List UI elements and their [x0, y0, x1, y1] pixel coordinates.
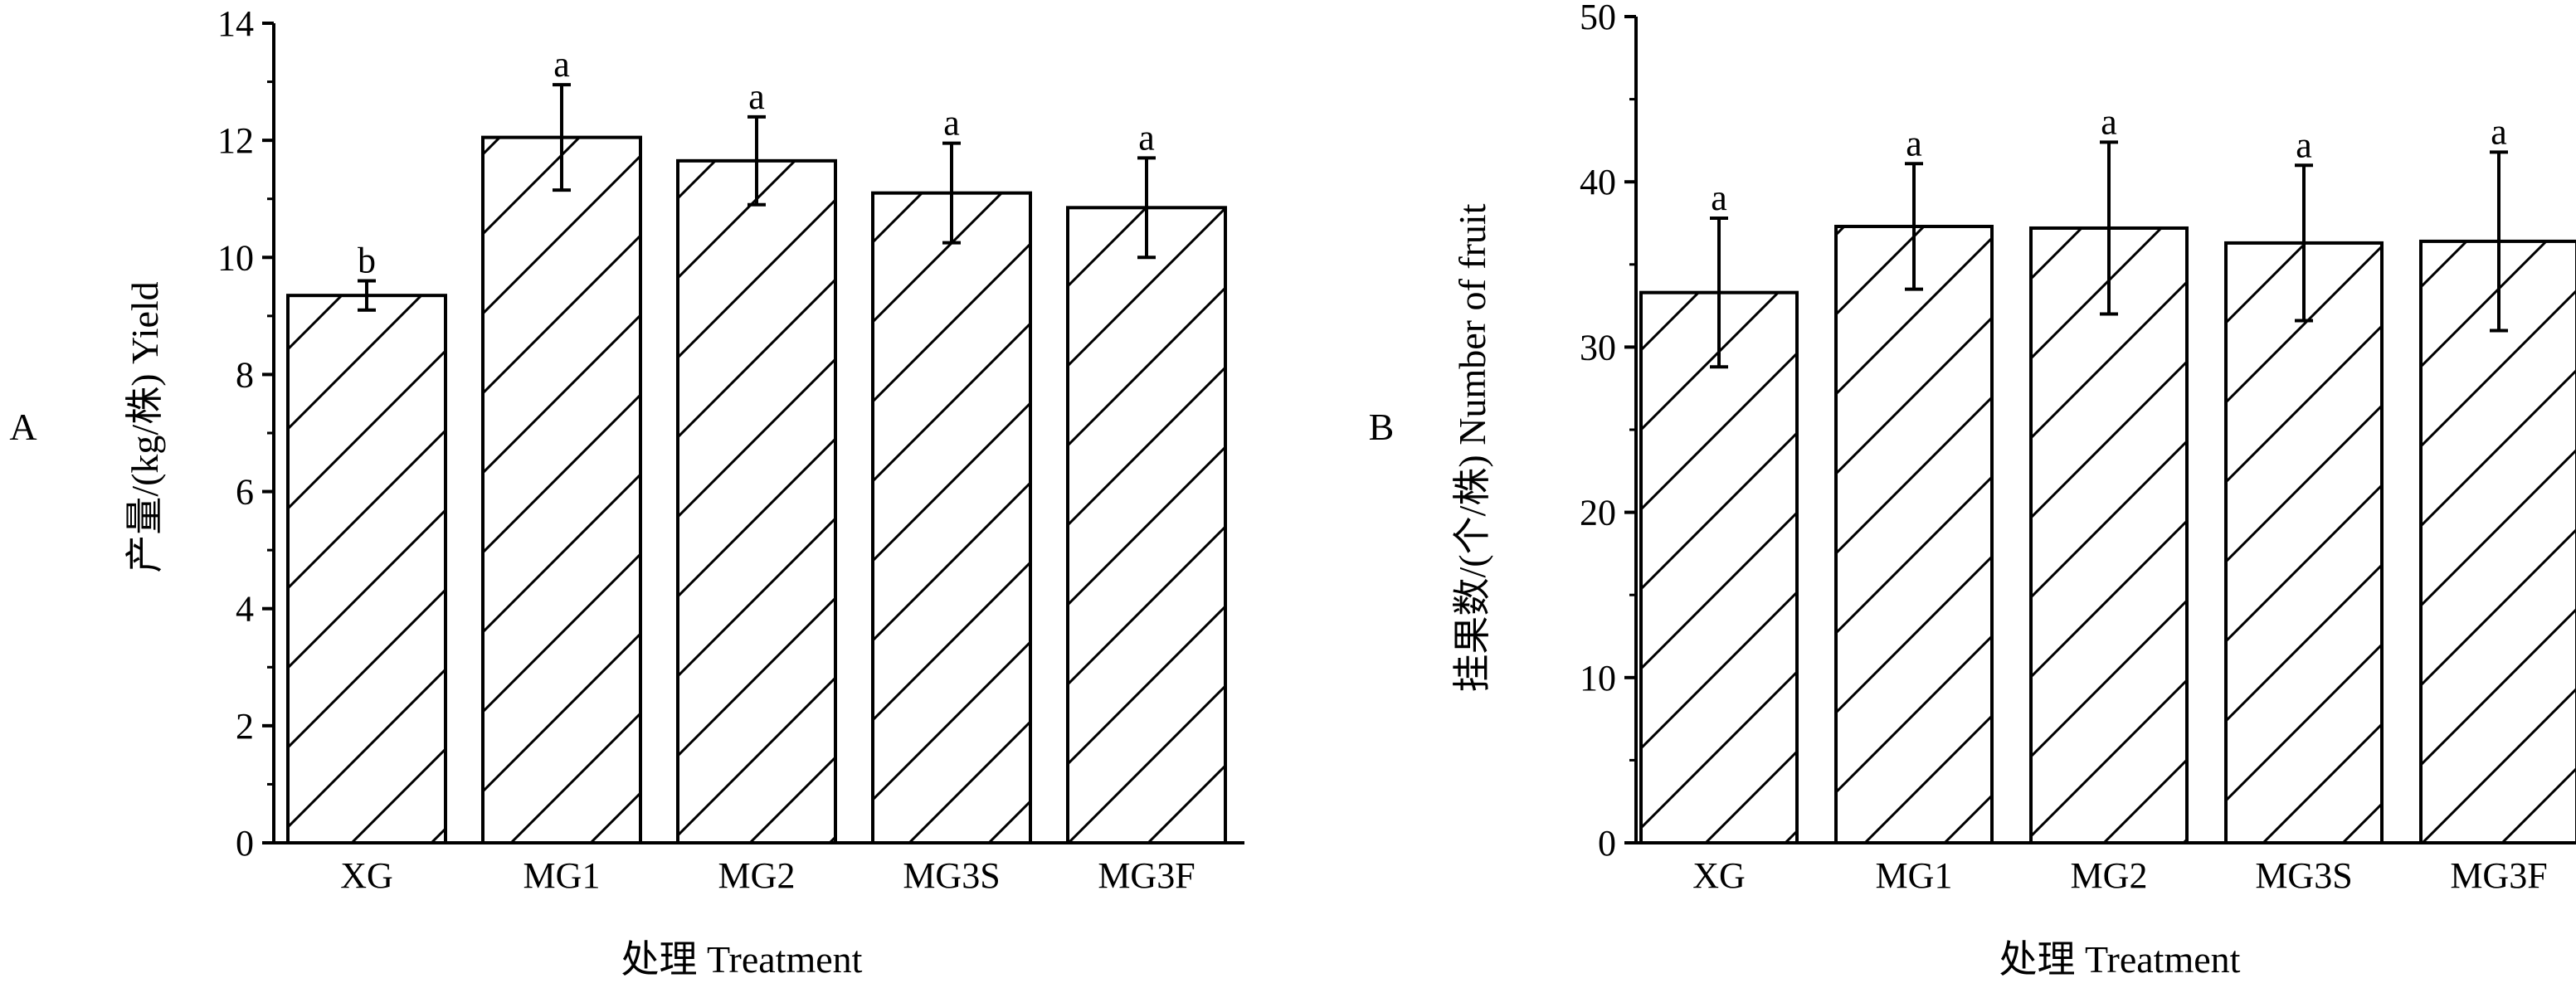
error-bars-a: [358, 83, 1156, 312]
y-tick-label: 6: [236, 472, 254, 513]
y-tick-label: 4: [236, 589, 254, 630]
bars-b: [1639, 224, 2576, 844]
bar-mg1: [1834, 224, 1994, 844]
y-axis-title-yield: 产量/(kg/株) Yield: [124, 281, 166, 572]
y-axis-ticks-b: 0 10 20 30 40 50: [1580, 0, 1636, 864]
chart-yield: A 产量/(kg/株) Yield 处理 Treatment 0 2 4 6 8 10 12…: [9, 3, 1244, 981]
x-axis-title-b: 处理 Treatment: [1999, 938, 2241, 981]
x-tick-label-mg1: MG1: [1876, 855, 1953, 896]
y-axis-title-fruit: 挂果数/(个/株) Number of fruit: [1451, 203, 1493, 692]
y-tick-label: 20: [1580, 493, 1616, 533]
y-tick-label: 12: [217, 120, 254, 161]
panel-label-b: B: [1369, 406, 1395, 448]
x-tick-label-mg1: MG1: [523, 855, 601, 896]
y-axis-ticks-a: 0 2 4 6 8 10 12 14: [217, 3, 274, 864]
bar-mg1: [481, 135, 642, 845]
significance-label-mg1: a: [553, 44, 570, 85]
panel-label-a: A: [9, 406, 37, 448]
x-tick-label-mg3f: MG3F: [1098, 855, 1195, 896]
x-axis-title-a: 处理 Treatment: [621, 938, 863, 981]
bar-mg3s: [871, 191, 1032, 844]
significance-label-mg3f: a: [1138, 117, 1155, 158]
significance-label-xg: a: [1711, 178, 1727, 218]
x-tick-label-mg3s: MG3S: [903, 855, 1000, 896]
y-tick-label: 50: [1580, 0, 1616, 37]
significance-label-mg2: a: [748, 76, 765, 117]
bar-xg: [286, 294, 447, 844]
chart-fruit-number: B 挂果数/(个/株) Number of fruit 处理 Treatment…: [1369, 0, 2576, 981]
significance-label-mg3s: a: [2296, 124, 2312, 165]
bar-mg2: [676, 158, 837, 845]
bar-mg2: [2029, 226, 2189, 844]
x-tick-label-xg: XG: [340, 855, 393, 896]
x-tick-label-mg2: MG2: [718, 855, 796, 896]
y-tick-label: 14: [217, 3, 254, 44]
significance-label-mg3f: a: [2491, 111, 2507, 152]
bar-mg3f: [1066, 206, 1227, 845]
bar-mg3s: [2224, 241, 2384, 844]
x-tick-label-mg2: MG2: [2071, 855, 2148, 896]
error-bars-b: [1710, 140, 2508, 369]
y-tick-label: 2: [236, 706, 254, 747]
bars-a: [286, 135, 1227, 845]
y-tick-label: 0: [1598, 823, 1616, 864]
y-tick-label: 10: [217, 237, 254, 278]
x-tick-label-mg3f: MG3F: [2450, 855, 2547, 896]
significance-label-mg1: a: [1906, 123, 1922, 163]
x-tick-label-xg: XG: [1692, 855, 1746, 896]
significance-label-mg3s: a: [943, 103, 960, 144]
y-tick-label: 8: [236, 354, 254, 395]
significance-labels-a: b a a a a: [358, 44, 1155, 280]
x-axis-ticks-b: XG MG1 MG2 MG3S MG3F: [1692, 855, 2547, 896]
y-tick-label: 0: [236, 823, 254, 864]
y-tick-label: 40: [1580, 162, 1616, 202]
y-tick-label: 10: [1580, 658, 1616, 698]
bar-xg: [1639, 290, 1799, 844]
significance-labels-b: a a a a a: [1711, 101, 2507, 218]
x-tick-label-mg3s: MG3S: [2255, 855, 2352, 896]
significance-label-mg2: a: [2101, 101, 2117, 142]
bar-mg3f: [2419, 239, 2576, 844]
y-tick-label: 30: [1580, 327, 1616, 367]
x-axis-ticks-a: XG MG1 MG2 MG3S MG3F: [340, 855, 1195, 896]
significance-label-xg: b: [358, 241, 376, 281]
